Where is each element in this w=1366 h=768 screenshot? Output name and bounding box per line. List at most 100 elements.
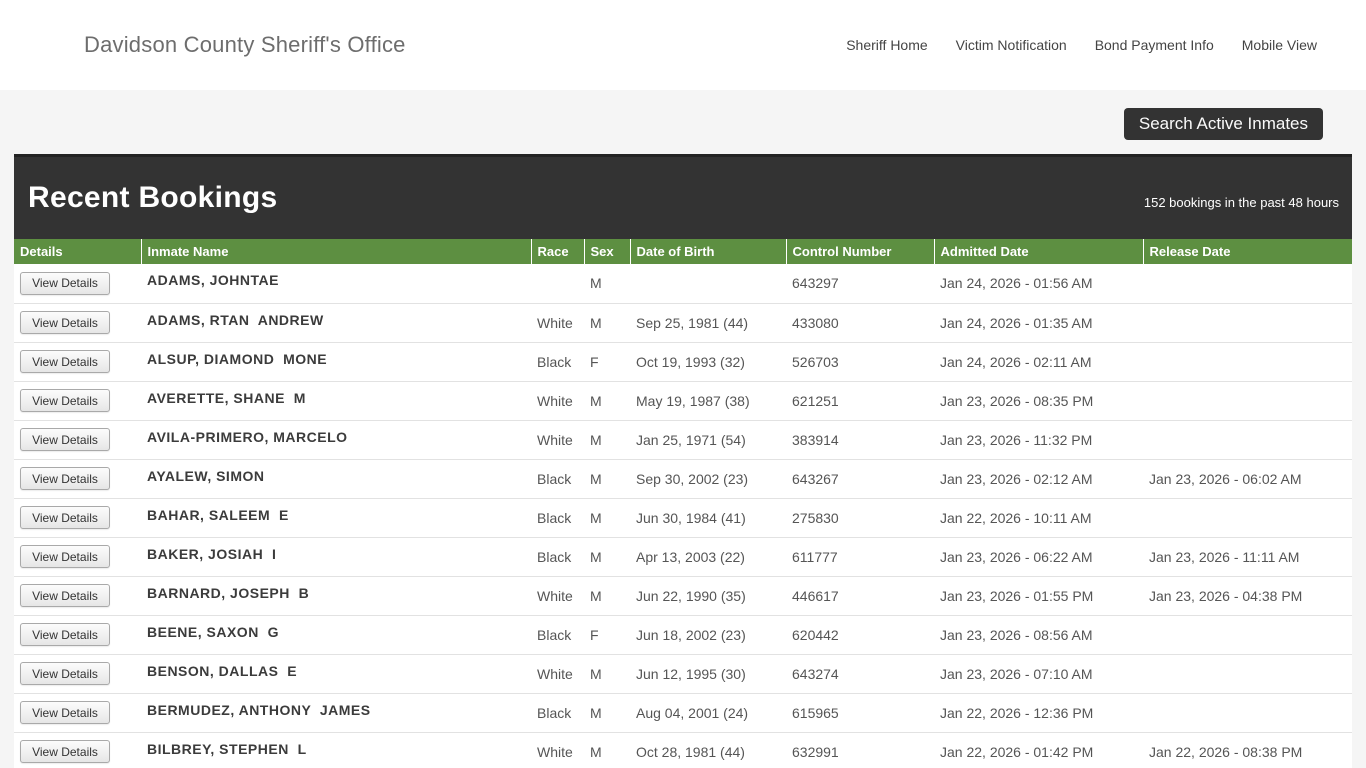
race-cell: Black [531,615,584,655]
table-row: View Details BERMUDEZ, ANTHONY JAMES Bla… [14,693,1352,733]
site-title: Davidson County Sheriff's Office [84,32,406,57]
col-header-details: Details [14,239,141,264]
inmate-name-cell: BENSON, DALLAS E [141,654,531,694]
race-cell: Black [531,537,584,577]
inmate-name-cell: BEENE, SAXON G [141,615,531,655]
sex-cell: M [584,303,630,343]
table-row: View Details BENSON, DALLAS E White M Ju… [14,654,1352,694]
date-of-birth-cell: Jun 12, 1995 (30) [630,654,786,694]
control-number-cell: 275830 [786,498,934,538]
table-row: View Details ALSUP, DIAMOND MONE Black F… [14,342,1352,382]
table-row: View Details AVILA-PRIMERO, MARCELO Whit… [14,420,1352,460]
nav-bond-payment-info[interactable]: Bond Payment Info [1094,37,1214,53]
date-of-birth-cell: Oct 19, 1993 (32) [630,342,786,382]
sex-cell: M [584,264,630,304]
nav-mobile-view[interactable]: Mobile View [1241,37,1317,53]
control-number-cell: 632991 [786,732,934,768]
release-date-cell [1143,381,1352,421]
inmate-name-cell: BERMUDEZ, ANTHONY JAMES [141,693,531,733]
view-details-button[interactable]: View Details [20,467,110,490]
admitted-date-cell: Jan 23, 2026 - 01:55 PM [934,576,1143,616]
inmate-name-cell: ALSUP, DIAMOND MONE [141,342,531,382]
admitted-date-cell: Jan 23, 2026 - 08:35 PM [934,381,1143,421]
sex-cell: M [584,732,630,768]
race-cell: White [531,732,584,768]
sex-cell: M [584,381,630,421]
view-details-button[interactable]: View Details [20,350,110,373]
sex-cell: M [584,576,630,616]
top-navigation: Sheriff Home Victim Notification Bond Pa… [846,37,1317,53]
view-details-button[interactable]: View Details [20,545,110,568]
view-details-button[interactable]: View Details [20,271,110,295]
race-cell: Black [531,459,584,499]
table-row: View Details AYALEW, SIMON Black M Sep 3… [14,459,1352,499]
col-header-inmate-name: Inmate Name [140,239,531,264]
bookings-count: 152 bookings in the past 48 hours [1143,194,1339,210]
date-of-birth-cell: Apr 13, 2003 (22) [630,537,786,577]
control-number-cell: 620442 [786,615,934,655]
sex-cell: M [584,498,630,538]
control-number-cell: 433080 [786,303,934,343]
col-header-release-date: Release Date [1142,239,1352,264]
admitted-date-cell: Jan 23, 2026 - 06:22 AM [934,537,1143,577]
view-details-button[interactable]: View Details [20,584,110,607]
sex-cell: M [584,459,630,499]
date-of-birth-cell: Sep 30, 2002 (23) [630,459,786,499]
control-number-cell: 383914 [786,420,934,460]
control-number-cell: 615965 [786,693,934,733]
nav-sheriff-home[interactable]: Sheriff Home [846,37,928,53]
date-of-birth-cell: Jun 30, 1984 (41) [630,498,786,538]
recent-bookings-header: Recent Bookings 152 bookings in the past… [14,154,1352,239]
admitted-date-cell: Jan 22, 2026 - 01:42 PM [934,732,1143,768]
search-active-inmates-button[interactable]: Search Active Inmates [1123,108,1323,140]
details-cell: View Details [14,303,141,343]
view-details-button[interactable]: View Details [20,740,110,763]
inmate-name-cell: BAKER, JOSIAH I [141,537,531,577]
details-cell: View Details [14,420,141,460]
sex-cell: M [584,654,630,694]
table-row: View Details ADAMS, RTAN ANDREW White M … [14,303,1352,343]
control-number-cell: 526703 [786,342,934,382]
release-date-cell [1143,615,1352,655]
race-cell [531,264,584,304]
date-of-birth-cell: Oct 28, 1981 (44) [630,732,786,768]
date-of-birth-cell: Jun 18, 2002 (23) [630,615,786,655]
table-row: View Details BILBREY, STEPHEN L White M … [14,732,1352,768]
admitted-date-cell: Jan 23, 2026 - 08:56 AM [934,615,1143,655]
details-cell: View Details [14,732,141,768]
view-details-button[interactable]: View Details [20,701,110,724]
details-cell: View Details [14,459,141,499]
view-details-button[interactable]: View Details [20,623,110,646]
sex-cell: M [584,693,630,733]
race-cell: Black [531,342,584,382]
col-header-date-of-birth: Date of Birth [629,239,786,264]
bookings-table-body: View Details ADAMS, JOHNTAE M 643297 Jan… [14,264,1352,768]
view-details-button[interactable]: View Details [20,389,110,412]
view-details-button[interactable]: View Details [20,662,110,685]
control-number-cell: 446617 [786,576,934,616]
table-row: View Details BARNARD, JOSEPH B White M J… [14,576,1352,616]
admitted-date-cell: Jan 22, 2026 - 12:36 PM [934,693,1143,733]
release-date-cell: Jan 23, 2026 - 06:02 AM [1143,459,1352,499]
recent-bookings-panel: Recent Bookings 152 bookings in the past… [14,154,1352,768]
details-cell: View Details [14,381,141,421]
inmate-name-cell: BARNARD, JOSEPH B [141,576,531,616]
panel-title: Recent Bookings [28,181,278,214]
nav-victim-notification[interactable]: Victim Notification [955,37,1067,53]
release-date-cell [1143,303,1352,343]
admitted-date-cell: Jan 23, 2026 - 07:10 AM [934,654,1143,694]
details-cell: View Details [14,537,141,577]
details-cell: View Details [14,498,141,538]
view-details-button[interactable]: View Details [20,311,110,334]
details-cell: View Details [14,576,141,616]
view-details-button[interactable]: View Details [20,506,110,529]
release-date-cell [1143,264,1352,304]
table-row: View Details AVERETTE, SHANE M White M M… [14,381,1352,421]
date-of-birth-cell: Jun 22, 1990 (35) [630,576,786,616]
view-details-button[interactable]: View Details [20,428,110,451]
col-header-admitted-date: Admitted Date [933,239,1143,264]
details-cell: View Details [14,693,141,733]
site-header: Davidson County Sheriff's Office Sheriff… [0,0,1366,90]
control-number-cell: 643274 [786,654,934,694]
race-cell: White [531,303,584,343]
